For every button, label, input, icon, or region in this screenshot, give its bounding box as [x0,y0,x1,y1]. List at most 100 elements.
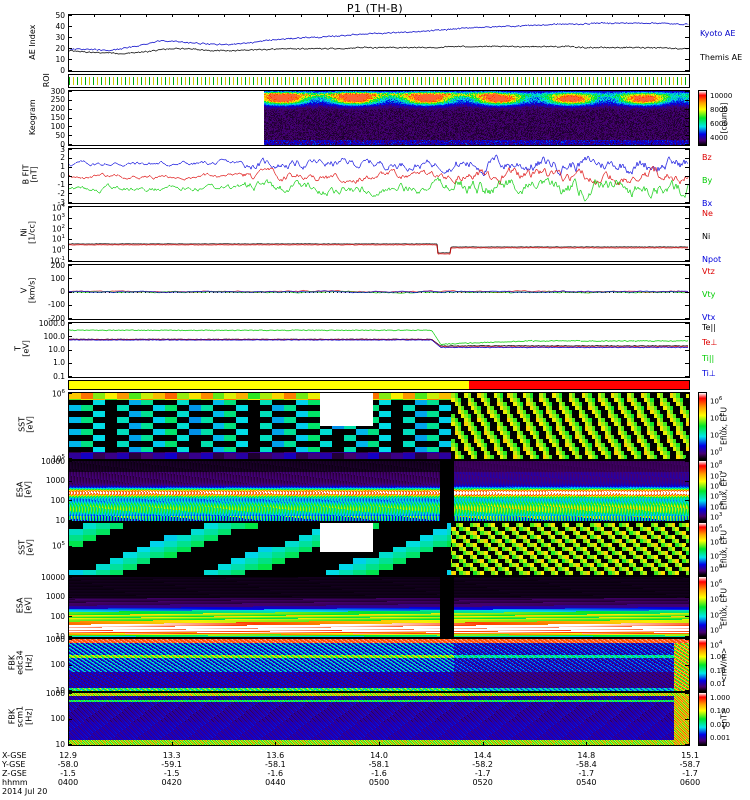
series-label-Bx: Bx [702,199,713,208]
y-tick-mark [68,349,72,351]
y-tick-mark [685,336,689,338]
y-tick-label: 1000 [45,592,65,602]
y-tick-label: 300 [50,86,65,96]
plot-canvas [69,461,689,521]
y-tick-label: 0 [60,171,65,180]
y-tick-mark [68,26,72,27]
colorbar-tick: 0.01 [710,680,726,689]
y-axis-title-esa-ion: ESA [eV] [15,481,33,498]
plot-canvas [69,577,689,637]
y-tick-mark [685,545,689,547]
y-tick-label: 30 [55,32,65,42]
colorbar-fbk-efield [698,638,707,692]
x-minor-tick [171,14,173,17]
y-tick-mark [685,91,689,92]
x-tick-mark [68,742,69,746]
y-tick-mark [68,520,72,521]
x-minor-tick [119,14,121,17]
y-tick-mark [685,744,689,745]
y-tick-label: 106 [51,388,65,398]
y-axis-title-fbk-bfield: FBK scm1 [Hz] [7,705,34,728]
y-tick-mark [68,48,72,49]
colorbar-tick: 106 [710,480,723,491]
x-tick-group: 14.8 -58.4 -1.7 0540 [575,751,597,787]
y-tick-mark [68,318,72,319]
y-tick-label: 10000 [41,456,65,466]
plot-canvas [69,149,689,203]
y-tick-label: 0.1 [53,371,65,381]
y-tick-label: 105 [51,541,65,551]
y-tick-mark [685,126,689,128]
colorbar-tick: 106 [710,395,723,405]
x-tick-group: 15.1 -58.7 -1.7 0600 [679,751,701,787]
y-tick-mark [685,217,689,219]
colorbar-esa-electron [698,576,707,638]
colorbar-fbk-bfield [698,692,707,746]
y-tick-mark [685,693,689,694]
y-tick-label: 10000 [41,572,65,582]
x-tick-mark [689,742,690,746]
y-tick-mark [68,99,72,101]
x-tick-group: 13.6 -58.1 -1.6 0440 [264,751,286,787]
colorbar-tick: 0.001 [710,734,731,743]
y-tick-label: 100 [50,121,65,131]
y-tick-mark [68,500,72,502]
y-tick-mark [68,664,72,666]
colorbar-tick: 0.10 [710,666,726,675]
y-tick-label: 1000 [45,688,65,698]
colorbar-tick: 104 [710,594,723,604]
plot-canvas [69,639,689,691]
y-tick-mark [68,458,72,459]
colorbar-title-esa-ion: Eflux, EFU [719,472,729,510]
x-minor-tick [197,14,199,17]
y-tick-mark [68,184,72,186]
y-tick-label: 20 [55,43,65,53]
y-tick-mark [68,207,72,208]
y-tick-label: 10.0 [48,345,65,354]
x-minor-tick [664,14,666,17]
y-tick-label: 1000.0 [38,318,65,328]
y-tick-label: -2 [57,188,65,198]
y-tick-mark [68,393,72,394]
y-tick-mark [68,108,72,110]
y-tick-label: 105 [51,453,65,463]
panel-esa-electron [68,576,690,638]
y-tick-mark [685,500,689,502]
y-tick-mark [68,693,72,694]
y-tick-label: 100 [50,714,65,723]
colorbar-tick: 106 [710,523,723,534]
y-tick-label: 200 [50,104,65,114]
plot-canvas [69,75,689,87]
y-tick-mark [68,135,72,137]
y-tick-mark [685,144,689,145]
colorbar-tick: 1.00 [710,653,726,662]
y-tick-mark [685,249,689,251]
y-tick-mark [68,362,72,364]
y-tick-mark [685,193,689,195]
x-minor-tick [327,14,329,17]
y-tick-label: -3 [57,197,65,207]
y-tick-mark [68,217,72,219]
y-tick-mark [685,70,689,71]
y-tick-label: 100 [50,611,65,621]
y-tick-label: 100 [50,660,65,669]
y-tick-mark [68,157,72,159]
colorbar-keogram [698,90,707,146]
series-label-Ne: Ne [702,209,713,218]
y-tick-mark [68,690,72,691]
x-minor-tick [145,14,147,17]
colorbar-sst-ion [698,392,707,460]
x-minor-tick [482,14,484,17]
panel-temperature [68,322,690,378]
colorbar-tick: 10000 [710,92,733,100]
colorbar-tick: 100 [710,564,723,574]
colorbar-title-fbk-bfield: <nT> [719,708,729,730]
y-tick-mark [685,291,689,293]
x-minor-tick [379,14,380,17]
y-tick-mark [685,117,689,119]
y-tick-mark [68,323,72,324]
y-tick-label: 200 [50,260,65,270]
y-tick-mark [68,15,72,16]
series-label-Te: Te|| [702,323,716,332]
x-minor-tick [93,14,95,17]
